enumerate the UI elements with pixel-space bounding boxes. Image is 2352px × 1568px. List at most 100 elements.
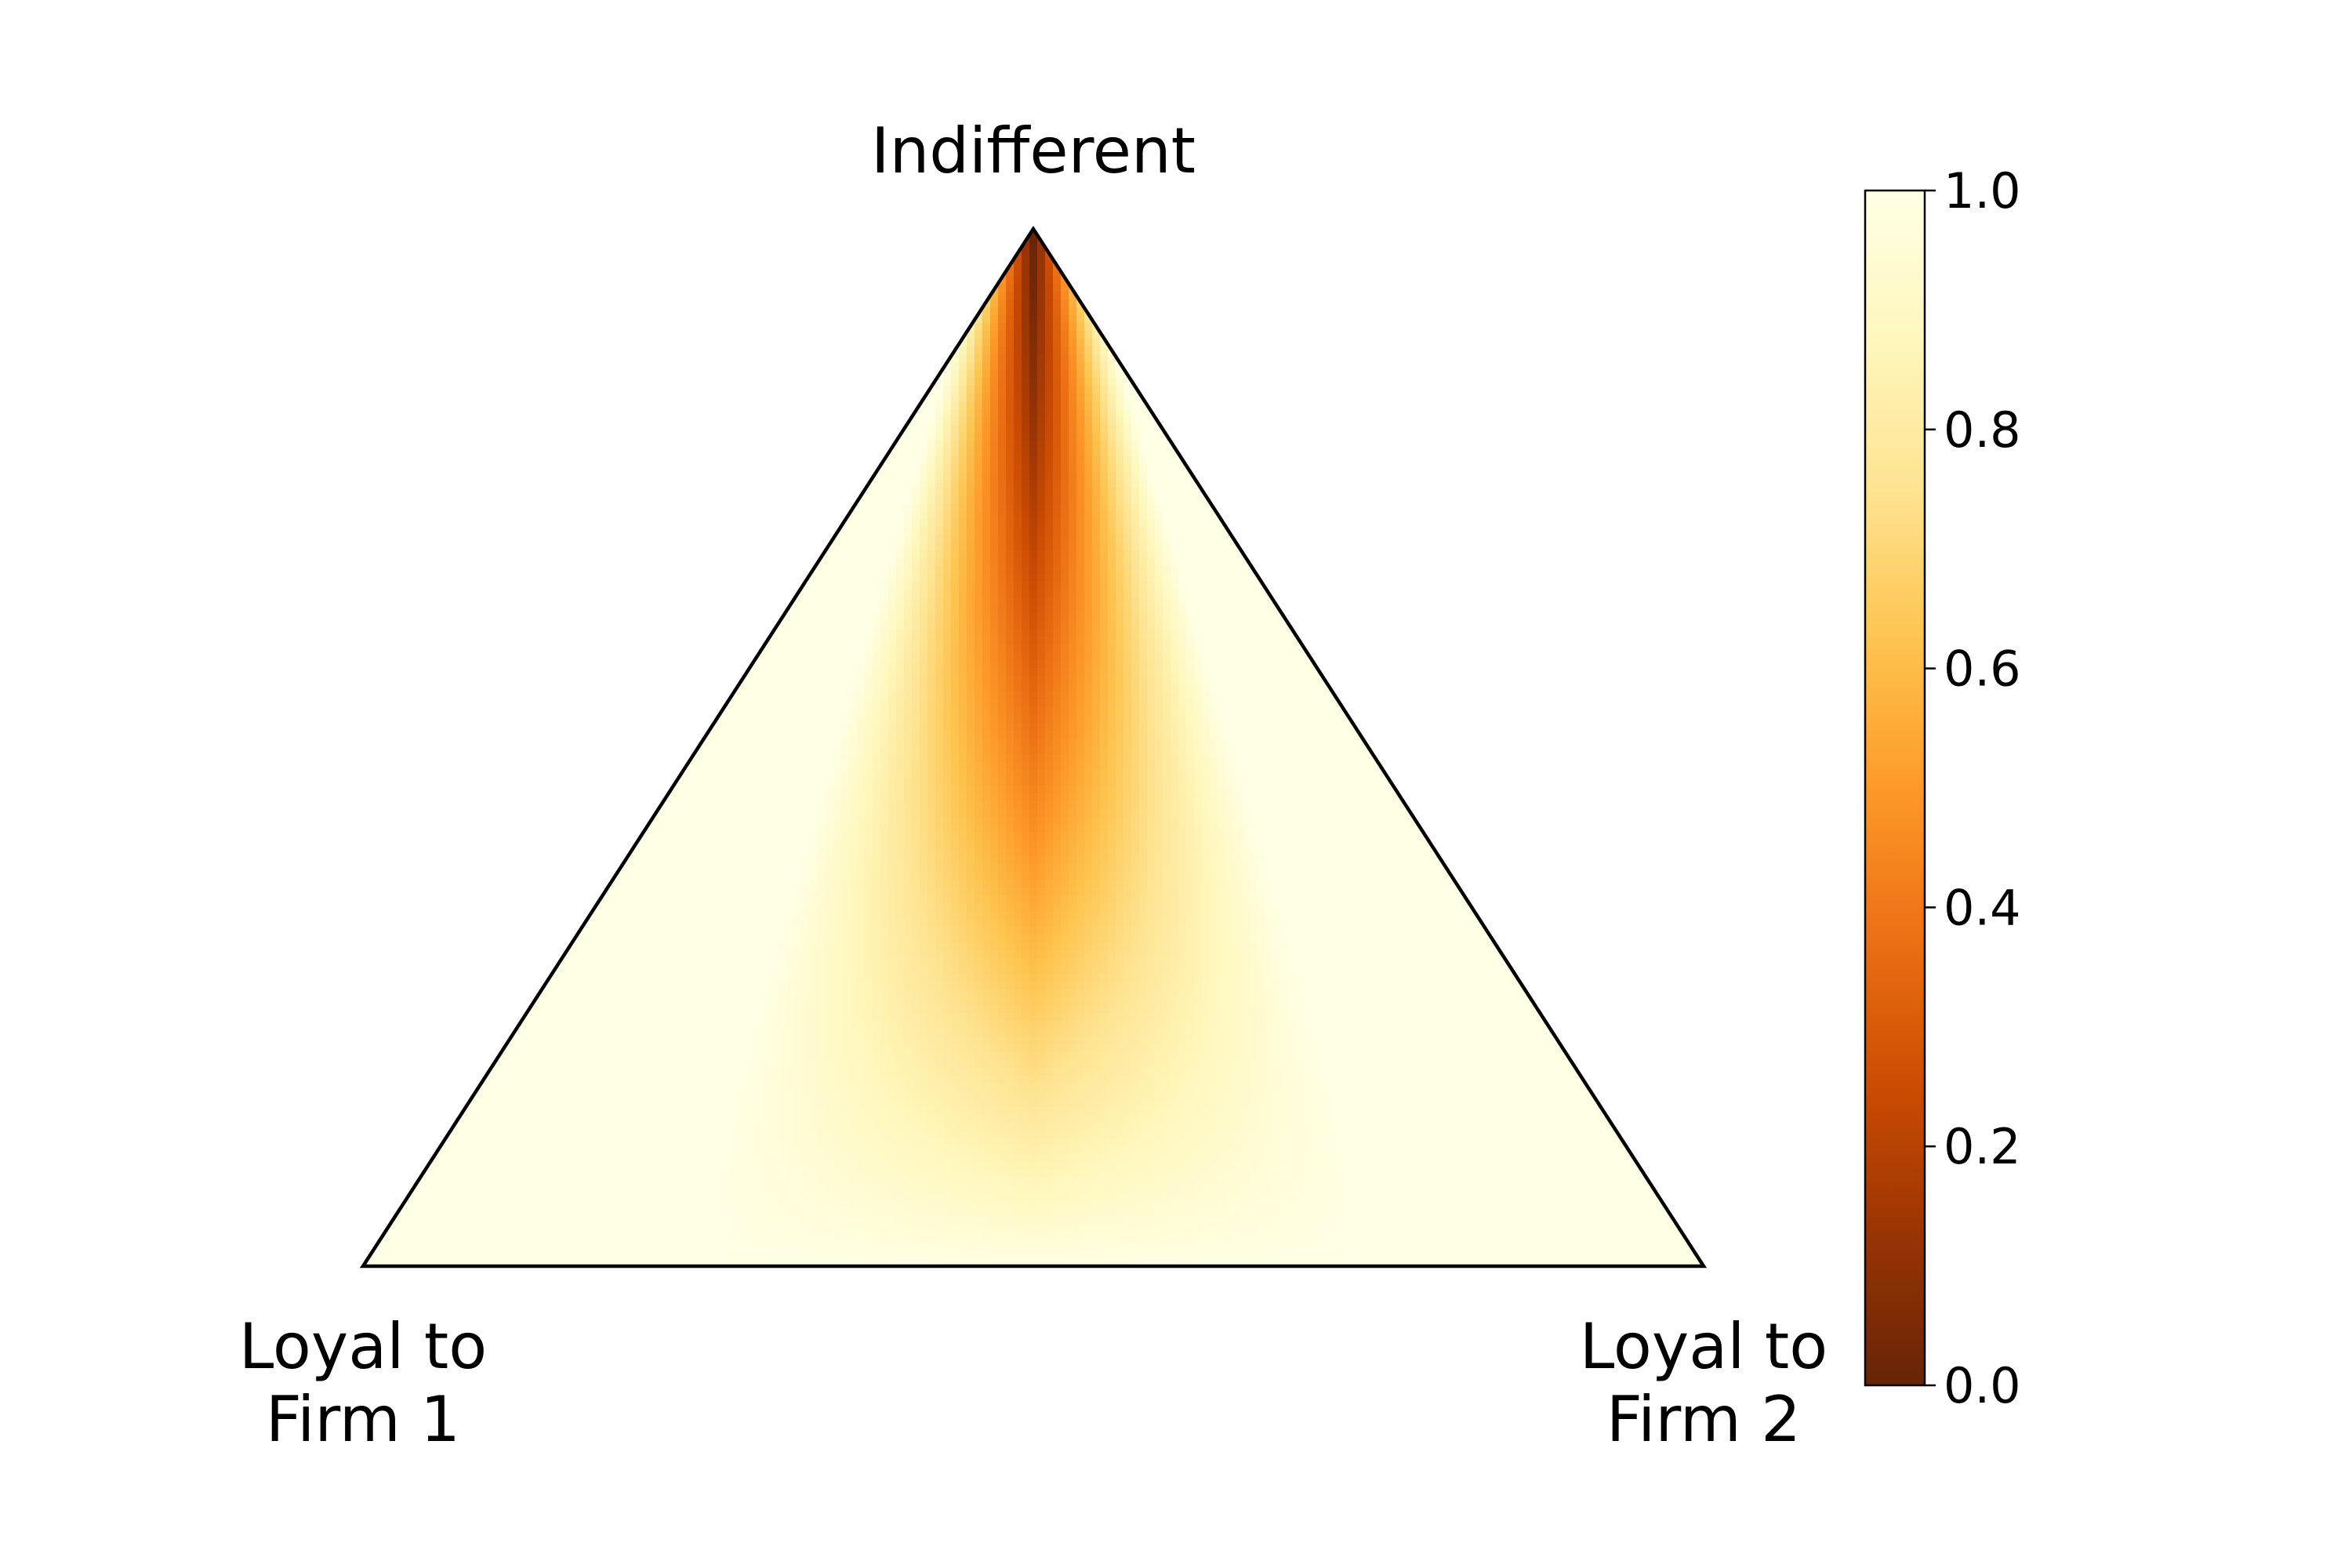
heatmap-cell	[1500, 386, 1508, 394]
heatmap-cell	[559, 245, 568, 253]
heatmap-cell	[1586, 433, 1595, 441]
heatmap-cell	[1233, 386, 1242, 394]
heatmap-cell	[575, 292, 583, 300]
heatmap-cell	[794, 339, 803, 347]
heatmap-cell	[1617, 307, 1626, 316]
heatmap-cell	[1625, 260, 1634, 269]
heatmap-cell	[1288, 448, 1297, 457]
heatmap-cell	[1594, 362, 1602, 371]
heatmap-cell	[912, 331, 920, 339]
heatmap-cell	[1570, 307, 1579, 316]
heatmap-cell	[1069, 433, 1077, 441]
heatmap-cell	[645, 323, 654, 332]
heatmap-cell	[528, 378, 536, 387]
heatmap-cell	[708, 354, 717, 363]
heatmap-cell	[1515, 370, 1524, 379]
heatmap-cell	[653, 441, 662, 449]
heatmap-cell	[1484, 252, 1493, 261]
heatmap-cell	[1374, 245, 1383, 253]
heatmap-cell	[1641, 268, 1650, 277]
heatmap-cell	[1037, 441, 1046, 449]
heatmap-cell	[1022, 394, 1030, 402]
heatmap-cell	[1249, 299, 1258, 308]
heatmap-cell	[959, 245, 967, 253]
heatmap-cell	[1272, 448, 1281, 457]
heatmap-cell	[1186, 252, 1195, 261]
heatmap-cell	[833, 448, 842, 457]
heatmap-cell	[1367, 386, 1375, 394]
heatmap-cell	[1319, 433, 1328, 441]
heatmap-cell	[982, 276, 991, 285]
heatmap-cell	[927, 417, 936, 426]
heatmap-cell	[1664, 409, 1673, 418]
heatmap-cell	[434, 245, 442, 253]
heatmap-cell	[1233, 433, 1242, 441]
heatmap-cell	[1484, 362, 1493, 371]
heatmap-cell	[1508, 307, 1516, 316]
heatmap-cell	[880, 409, 889, 418]
heatmap-cell	[520, 441, 528, 449]
heatmap-cell	[802, 331, 811, 339]
heatmap-cell	[1186, 394, 1195, 402]
heatmap-cell	[379, 252, 387, 261]
heatmap-cell	[1037, 417, 1046, 426]
heatmap-cell	[677, 331, 685, 339]
heatmap-cell	[622, 394, 630, 402]
heatmap-cell	[849, 268, 858, 277]
heatmap-cell	[606, 456, 615, 465]
heatmap-cell	[943, 315, 952, 324]
heatmap-cell	[1421, 354, 1430, 363]
heatmap-cell	[528, 339, 536, 347]
heatmap-cell	[724, 307, 732, 316]
heatmap-cell	[747, 260, 756, 269]
heatmap-cell	[684, 339, 693, 347]
heatmap-cell	[1547, 299, 1555, 308]
heatmap-cell	[763, 331, 771, 339]
heatmap-cell	[794, 354, 803, 363]
heatmap-cell	[1406, 252, 1414, 261]
heatmap-cell	[794, 307, 803, 316]
heatmap-cell	[543, 386, 552, 394]
heatmap-cell	[1272, 433, 1281, 441]
heatmap-cell	[724, 425, 732, 434]
heatmap-cell	[1374, 315, 1383, 324]
heatmap-cell	[1194, 252, 1203, 261]
heatmap-cell	[1327, 331, 1336, 339]
heatmap-cell	[1257, 386, 1265, 394]
heatmap-cell	[567, 401, 575, 410]
heatmap-cell	[904, 331, 913, 339]
heatmap-cell	[1304, 378, 1312, 387]
heatmap-cell	[1563, 433, 1571, 441]
heatmap-cell	[841, 229, 850, 238]
heatmap-cell	[1657, 394, 1665, 402]
heatmap-cell	[951, 260, 960, 269]
heatmap-cell	[677, 229, 685, 238]
heatmap-cell	[1578, 284, 1587, 292]
heatmap-cell	[1343, 339, 1352, 347]
heatmap-cell	[387, 401, 395, 410]
heatmap-cell	[802, 339, 811, 347]
heatmap-cell	[1602, 448, 1610, 457]
heatmap-cell	[1531, 401, 1540, 410]
heatmap-cell	[1555, 401, 1563, 410]
heatmap-cell	[1210, 260, 1218, 269]
heatmap-cell	[1116, 237, 1124, 245]
heatmap-cell	[684, 229, 693, 238]
heatmap-cell	[606, 292, 615, 300]
heatmap-cell	[755, 276, 764, 285]
heatmap-cell	[1178, 299, 1187, 308]
heatmap-cell	[559, 354, 568, 363]
heatmap-cell	[904, 307, 913, 316]
heatmap-cell	[1092, 268, 1101, 277]
heatmap-cell	[1414, 347, 1422, 355]
heatmap-cell	[1672, 448, 1681, 457]
heatmap-cell	[904, 292, 913, 300]
heatmap-cell	[1680, 323, 1689, 332]
heatmap-cell	[849, 417, 858, 426]
heatmap-cell	[1186, 441, 1195, 449]
heatmap-cell	[1531, 245, 1540, 253]
heatmap-cell	[1359, 378, 1367, 387]
heatmap-cell	[512, 417, 521, 426]
heatmap-cell	[935, 433, 944, 441]
heatmap-cell	[1649, 347, 1657, 355]
